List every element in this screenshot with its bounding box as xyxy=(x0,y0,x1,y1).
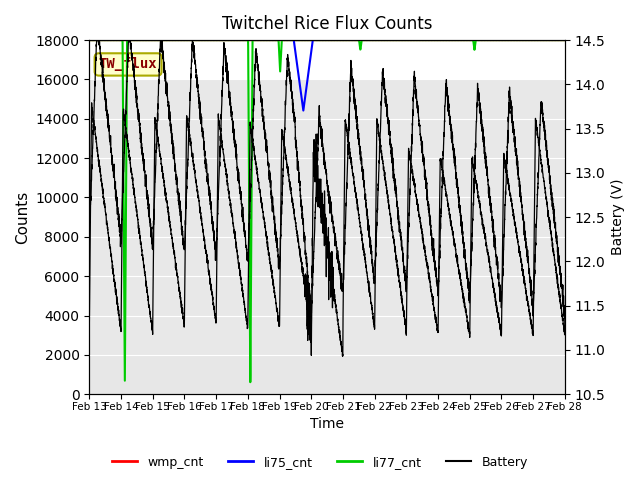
Text: TW_flux: TW_flux xyxy=(99,58,157,72)
Y-axis label: Battery (V): Battery (V) xyxy=(611,179,625,255)
X-axis label: Time: Time xyxy=(310,418,344,432)
Y-axis label: Counts: Counts xyxy=(15,191,30,244)
Title: Twitchel Rice Flux Counts: Twitchel Rice Flux Counts xyxy=(222,15,432,33)
Bar xyxy=(89,80,565,355)
Legend: wmp_cnt, li75_cnt, li77_cnt, Battery: wmp_cnt, li75_cnt, li77_cnt, Battery xyxy=(107,451,533,474)
Bar xyxy=(89,355,565,394)
